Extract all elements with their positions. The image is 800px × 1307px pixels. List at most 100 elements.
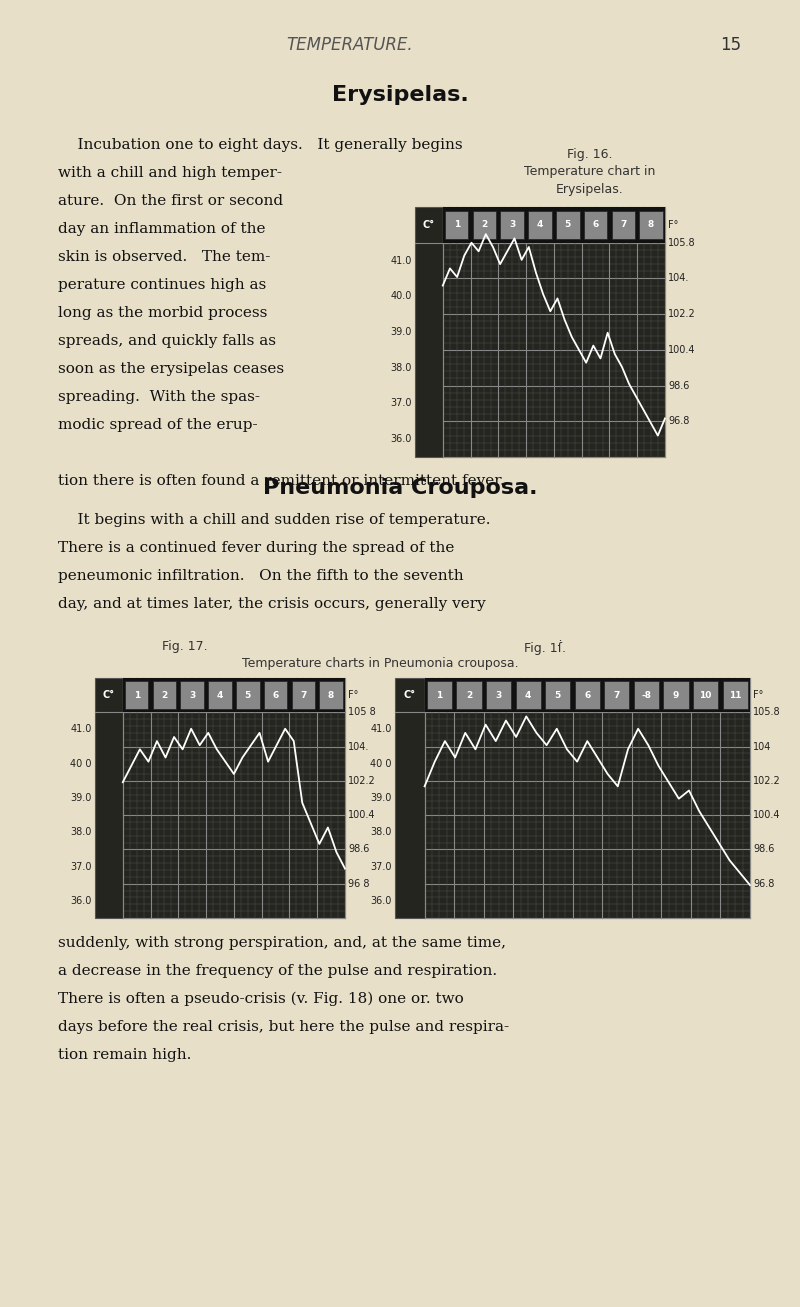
Text: 36.0: 36.0 <box>390 434 412 444</box>
Text: 8: 8 <box>328 690 334 699</box>
Text: 6: 6 <box>584 690 590 699</box>
Text: 1: 1 <box>134 690 140 699</box>
Bar <box>236 681 259 708</box>
Text: 100.4: 100.4 <box>668 345 695 356</box>
Bar <box>501 210 524 239</box>
Text: 39.0: 39.0 <box>70 793 92 802</box>
Bar <box>125 681 149 708</box>
Text: 37.0: 37.0 <box>70 861 92 872</box>
Text: 98.6: 98.6 <box>753 844 774 855</box>
Text: 15: 15 <box>720 37 741 54</box>
Text: days before the real crisis, but here the pulse and respira-: days before the real crisis, but here th… <box>58 1019 509 1034</box>
Text: 39.0: 39.0 <box>390 327 412 337</box>
Text: 2: 2 <box>466 690 472 699</box>
Text: 102.2: 102.2 <box>668 310 696 319</box>
Text: day, and at times later, the crisis occurs, generally very: day, and at times later, the crisis occu… <box>58 597 486 610</box>
Bar <box>291 681 315 708</box>
Text: 7: 7 <box>620 221 626 229</box>
Bar <box>722 681 748 708</box>
Text: soon as the erysipelas ceases: soon as the erysipelas ceases <box>58 362 284 376</box>
Text: 8: 8 <box>648 221 654 229</box>
Text: Temperature charts in Pneumonia crouposa.: Temperature charts in Pneumonia crouposa… <box>242 657 518 670</box>
Bar <box>584 210 607 239</box>
Text: 96 8: 96 8 <box>348 878 370 889</box>
Text: suddenly, with strong perspiration, and, at the same time,: suddenly, with strong perspiration, and,… <box>58 936 506 950</box>
Text: Fig. 1ẛ.: Fig. 1ẛ. <box>524 640 566 655</box>
Text: 105.8: 105.8 <box>753 707 781 718</box>
Text: 2: 2 <box>162 690 167 699</box>
Text: 36.0: 36.0 <box>70 895 92 906</box>
Text: 96.8: 96.8 <box>753 878 774 889</box>
Text: 98.6: 98.6 <box>348 844 370 855</box>
Text: 2: 2 <box>482 221 487 229</box>
Bar <box>456 681 482 708</box>
Text: 40.0: 40.0 <box>390 291 412 302</box>
Text: 38.0: 38.0 <box>390 363 412 372</box>
Text: 98.6: 98.6 <box>668 380 690 391</box>
Text: 4: 4 <box>217 690 223 699</box>
Text: 3: 3 <box>495 690 502 699</box>
Bar <box>556 210 579 239</box>
Text: day an inflammation of the: day an inflammation of the <box>58 222 266 237</box>
Text: 41.0: 41.0 <box>370 724 392 735</box>
Text: 100.4: 100.4 <box>753 810 781 821</box>
Text: 102.2: 102.2 <box>753 776 781 786</box>
Text: Erysipelas.: Erysipelas. <box>332 85 468 105</box>
Text: tion remain high.: tion remain high. <box>58 1048 191 1063</box>
Text: 40 0: 40 0 <box>70 759 92 769</box>
Text: 5: 5 <box>245 690 251 699</box>
Text: 38.0: 38.0 <box>370 827 392 838</box>
Bar <box>264 681 287 708</box>
Text: 4: 4 <box>525 690 531 699</box>
Text: TEMPERATURE.: TEMPERATURE. <box>286 37 414 54</box>
Text: 104: 104 <box>753 741 771 752</box>
Text: a decrease in the frequency of the pulse and respiration.: a decrease in the frequency of the pulse… <box>58 965 497 978</box>
Bar <box>693 681 718 708</box>
Text: 100.4: 100.4 <box>348 810 375 821</box>
Text: 1: 1 <box>436 690 442 699</box>
Text: 105.8: 105.8 <box>668 238 696 248</box>
Text: 102.2: 102.2 <box>348 776 376 786</box>
Text: -8: -8 <box>642 690 651 699</box>
Bar <box>95 678 345 918</box>
Bar <box>319 681 343 708</box>
Text: 7: 7 <box>300 690 306 699</box>
Text: 11: 11 <box>729 690 742 699</box>
Text: 36.0: 36.0 <box>370 895 392 906</box>
Bar <box>442 207 665 243</box>
Text: F°: F° <box>753 690 763 701</box>
Text: C°: C° <box>103 690 115 701</box>
Bar <box>425 678 750 712</box>
Text: Pneumonia Crouposa.: Pneumonia Crouposa. <box>262 478 538 498</box>
Bar <box>153 681 176 708</box>
Bar <box>611 210 635 239</box>
Bar <box>663 681 689 708</box>
Text: C°: C° <box>423 220 435 230</box>
Bar <box>427 681 452 708</box>
Text: There is a continued fever during the spread of the: There is a continued fever during the sp… <box>58 541 454 555</box>
Text: Incubation one to eight days.   It generally begins: Incubation one to eight days. It general… <box>58 139 462 152</box>
Text: 9: 9 <box>673 690 679 699</box>
Text: 41.0: 41.0 <box>70 724 92 735</box>
Text: 40 0: 40 0 <box>370 759 392 769</box>
Text: 10: 10 <box>699 690 712 699</box>
Bar <box>473 210 496 239</box>
Text: long as the morbid process: long as the morbid process <box>58 306 267 320</box>
Text: 39.0: 39.0 <box>370 793 392 802</box>
Text: peneumonic infiltration.   On the fifth to the seventh: peneumonic infiltration. On the fifth to… <box>58 569 464 583</box>
Text: 37.0: 37.0 <box>370 861 392 872</box>
Bar <box>574 681 600 708</box>
Text: ature.  On the first or second: ature. On the first or second <box>58 193 283 208</box>
Text: with a chill and high temper-: with a chill and high temper- <box>58 166 282 180</box>
Text: 3: 3 <box>509 221 515 229</box>
Bar <box>445 210 469 239</box>
Bar <box>122 678 345 712</box>
Text: 1: 1 <box>454 221 460 229</box>
Bar <box>604 681 630 708</box>
Bar <box>181 681 204 708</box>
Text: 104.: 104. <box>348 741 370 752</box>
Bar <box>515 681 541 708</box>
Text: 5: 5 <box>554 690 561 699</box>
Text: skin is observed.   The tem-: skin is observed. The tem- <box>58 250 270 264</box>
Text: modic spread of the erup-: modic spread of the erup- <box>58 418 258 433</box>
